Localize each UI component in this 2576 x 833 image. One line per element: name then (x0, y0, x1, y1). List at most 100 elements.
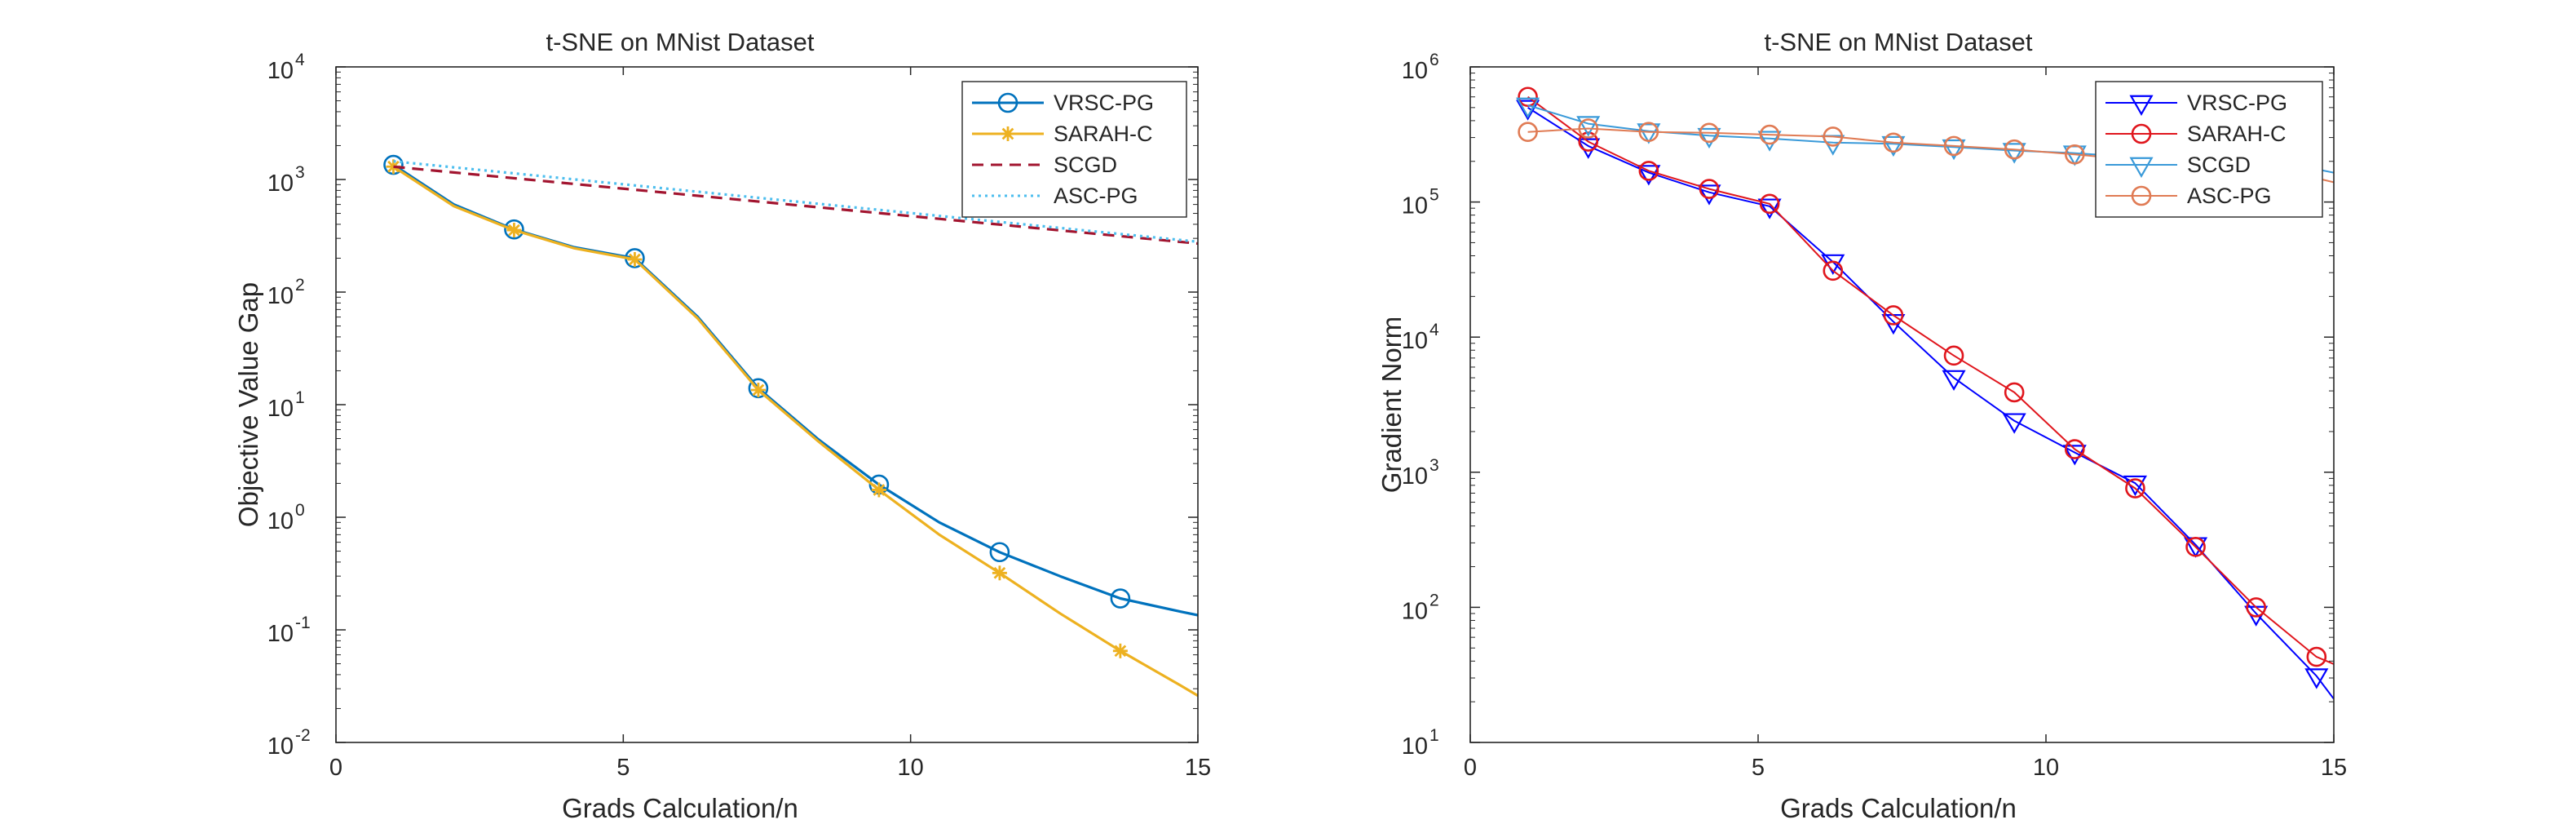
data-point-marker (504, 219, 524, 240)
y-tick-exponent: 0 (295, 501, 305, 520)
legend-label: VRSC-PG (1054, 91, 1154, 115)
legend-item-vrsc-pg: VRSC-PG (972, 91, 1154, 115)
data-point-marker (1697, 184, 1721, 206)
data-point-marker (992, 565, 1007, 581)
x-tick-label: 15 (2321, 755, 2347, 781)
data-point-marker (1638, 122, 1659, 143)
y-tick-exponent: 1 (1429, 726, 1439, 745)
data-point-marker (2306, 646, 2327, 667)
legend-marker (2129, 157, 2154, 178)
legend-marker (2131, 123, 2152, 144)
data-point-marker (1638, 161, 1659, 181)
legend-item-vrsc-pg: VRSC-PG (2105, 91, 2287, 116)
data-point-marker (1112, 643, 1128, 658)
legend-item-scgd: SCGD (2105, 153, 2251, 178)
y-tick-exponent: 2 (1429, 591, 1439, 609)
data-point-marker (1943, 345, 1964, 366)
y-tick-exponent: 5 (1429, 186, 1439, 205)
data-point-marker (1943, 135, 1964, 157)
legend-label: SCGD (2187, 153, 2251, 177)
data-point-marker (2065, 144, 2085, 165)
series-line (393, 160, 1198, 243)
data-point-marker (2004, 382, 2025, 403)
y-tick-label: 10 (267, 283, 294, 309)
x-tick-label: 10 (2033, 755, 2059, 781)
data-point-marker (627, 251, 643, 267)
data-point-marker (1883, 305, 1904, 326)
data-point-marker (1576, 116, 1601, 137)
series-line (1527, 107, 2334, 700)
legend-item-sarah-c: SARAH-C (2105, 122, 2287, 146)
data-point-marker (2185, 537, 2206, 557)
y-tick-exponent: 3 (1429, 456, 1439, 475)
y-tick-label: 10 (1402, 733, 1428, 760)
data-point-marker (750, 383, 766, 398)
series-scgd (393, 165, 1198, 246)
y-tick-exponent: 6 (1429, 51, 1439, 69)
legend-label: ASC-PG (1054, 184, 1138, 208)
legend-label: ASC-PG (2187, 184, 2272, 208)
y-tick-label: 10 (1402, 193, 1428, 219)
legend-marker (2131, 185, 2152, 206)
x-tick-label: 5 (616, 755, 630, 781)
legend-marker (997, 92, 1018, 113)
y-tick-label: 10 (1402, 58, 1428, 84)
y-tick-label: 10 (1402, 463, 1428, 490)
series-asc-pg (393, 160, 1198, 243)
data-point-marker (1883, 132, 1904, 153)
data-point-marker (871, 482, 886, 498)
data-point-marker (1942, 370, 1966, 392)
data-point-marker (2065, 439, 2085, 459)
x-tick-label: 0 (1464, 755, 1477, 781)
data-point-marker (989, 542, 1010, 563)
y-tick-label: 10 (267, 733, 294, 760)
data-point-marker (1697, 127, 1721, 149)
data-point-marker (1637, 123, 1661, 144)
gradient-norm-chart: t-SNE on MNist Dataset Grads Calculation… (1376, 28, 2347, 823)
legend-label: SARAH-C (2187, 122, 2287, 146)
data-point-marker (1759, 193, 1780, 215)
y-tick-exponent: 2 (295, 276, 305, 295)
data-point-marker (1518, 122, 1538, 143)
chart-title: t-SNE on MNist Dataset (1764, 28, 2032, 56)
y-tick-exponent: 3 (295, 163, 305, 182)
y-tick-exponent: 4 (1429, 321, 1439, 339)
data-point-marker (1516, 100, 1540, 121)
y-tick-label: 10 (1402, 598, 1428, 624)
y-axis-label: Objective Value Gap (233, 282, 263, 527)
series-line (1527, 95, 2334, 665)
data-point-marker (2125, 478, 2145, 498)
legend-item-sarah-c: SARAH-C (972, 122, 1153, 146)
y-tick-label: 10 (267, 171, 294, 197)
data-point-marker (1699, 122, 1720, 144)
y-tick-exponent: 4 (295, 51, 305, 69)
axes-box (1469, 66, 2335, 743)
legend-marker (2129, 95, 2154, 116)
legend-item-asc-pg: ASC-PG (2105, 184, 2272, 208)
data-point-marker (1881, 135, 1906, 157)
legend-label: VRSC-PG (2187, 91, 2287, 115)
data-point-marker (1823, 260, 1844, 281)
legend: VRSC-PG SARAH-C SCGD ASC-PG (961, 81, 1187, 218)
x-axis-label: Grads Calculation/n (1780, 793, 2017, 823)
chart-title: t-SNE on MNist Dataset (546, 28, 814, 56)
y-tick-exponent: 1 (295, 388, 305, 407)
data-point-marker (2002, 413, 2026, 434)
x-tick-label: 0 (329, 755, 342, 781)
legend-item-scgd: SCGD (972, 153, 1117, 177)
data-point-marker (1578, 118, 1599, 139)
data-point-marker (1637, 165, 1661, 186)
y-axis-label: Gradient Norm (1376, 317, 1407, 493)
series-line (392, 165, 1198, 698)
x-axis-label: Grads Calculation/n (562, 793, 798, 823)
legend-label: SCGD (1054, 153, 1117, 177)
data-point-marker (2004, 139, 2025, 160)
y-tick-label: 10 (267, 621, 294, 647)
series-sarah-c (386, 159, 1198, 698)
data-point-marker (1516, 97, 1540, 118)
legend-item-asc-pg: ASC-PG (972, 184, 1138, 208)
objective-gap-chart: t-SNE on MNist Dataset Grads Calculation… (233, 28, 1211, 823)
